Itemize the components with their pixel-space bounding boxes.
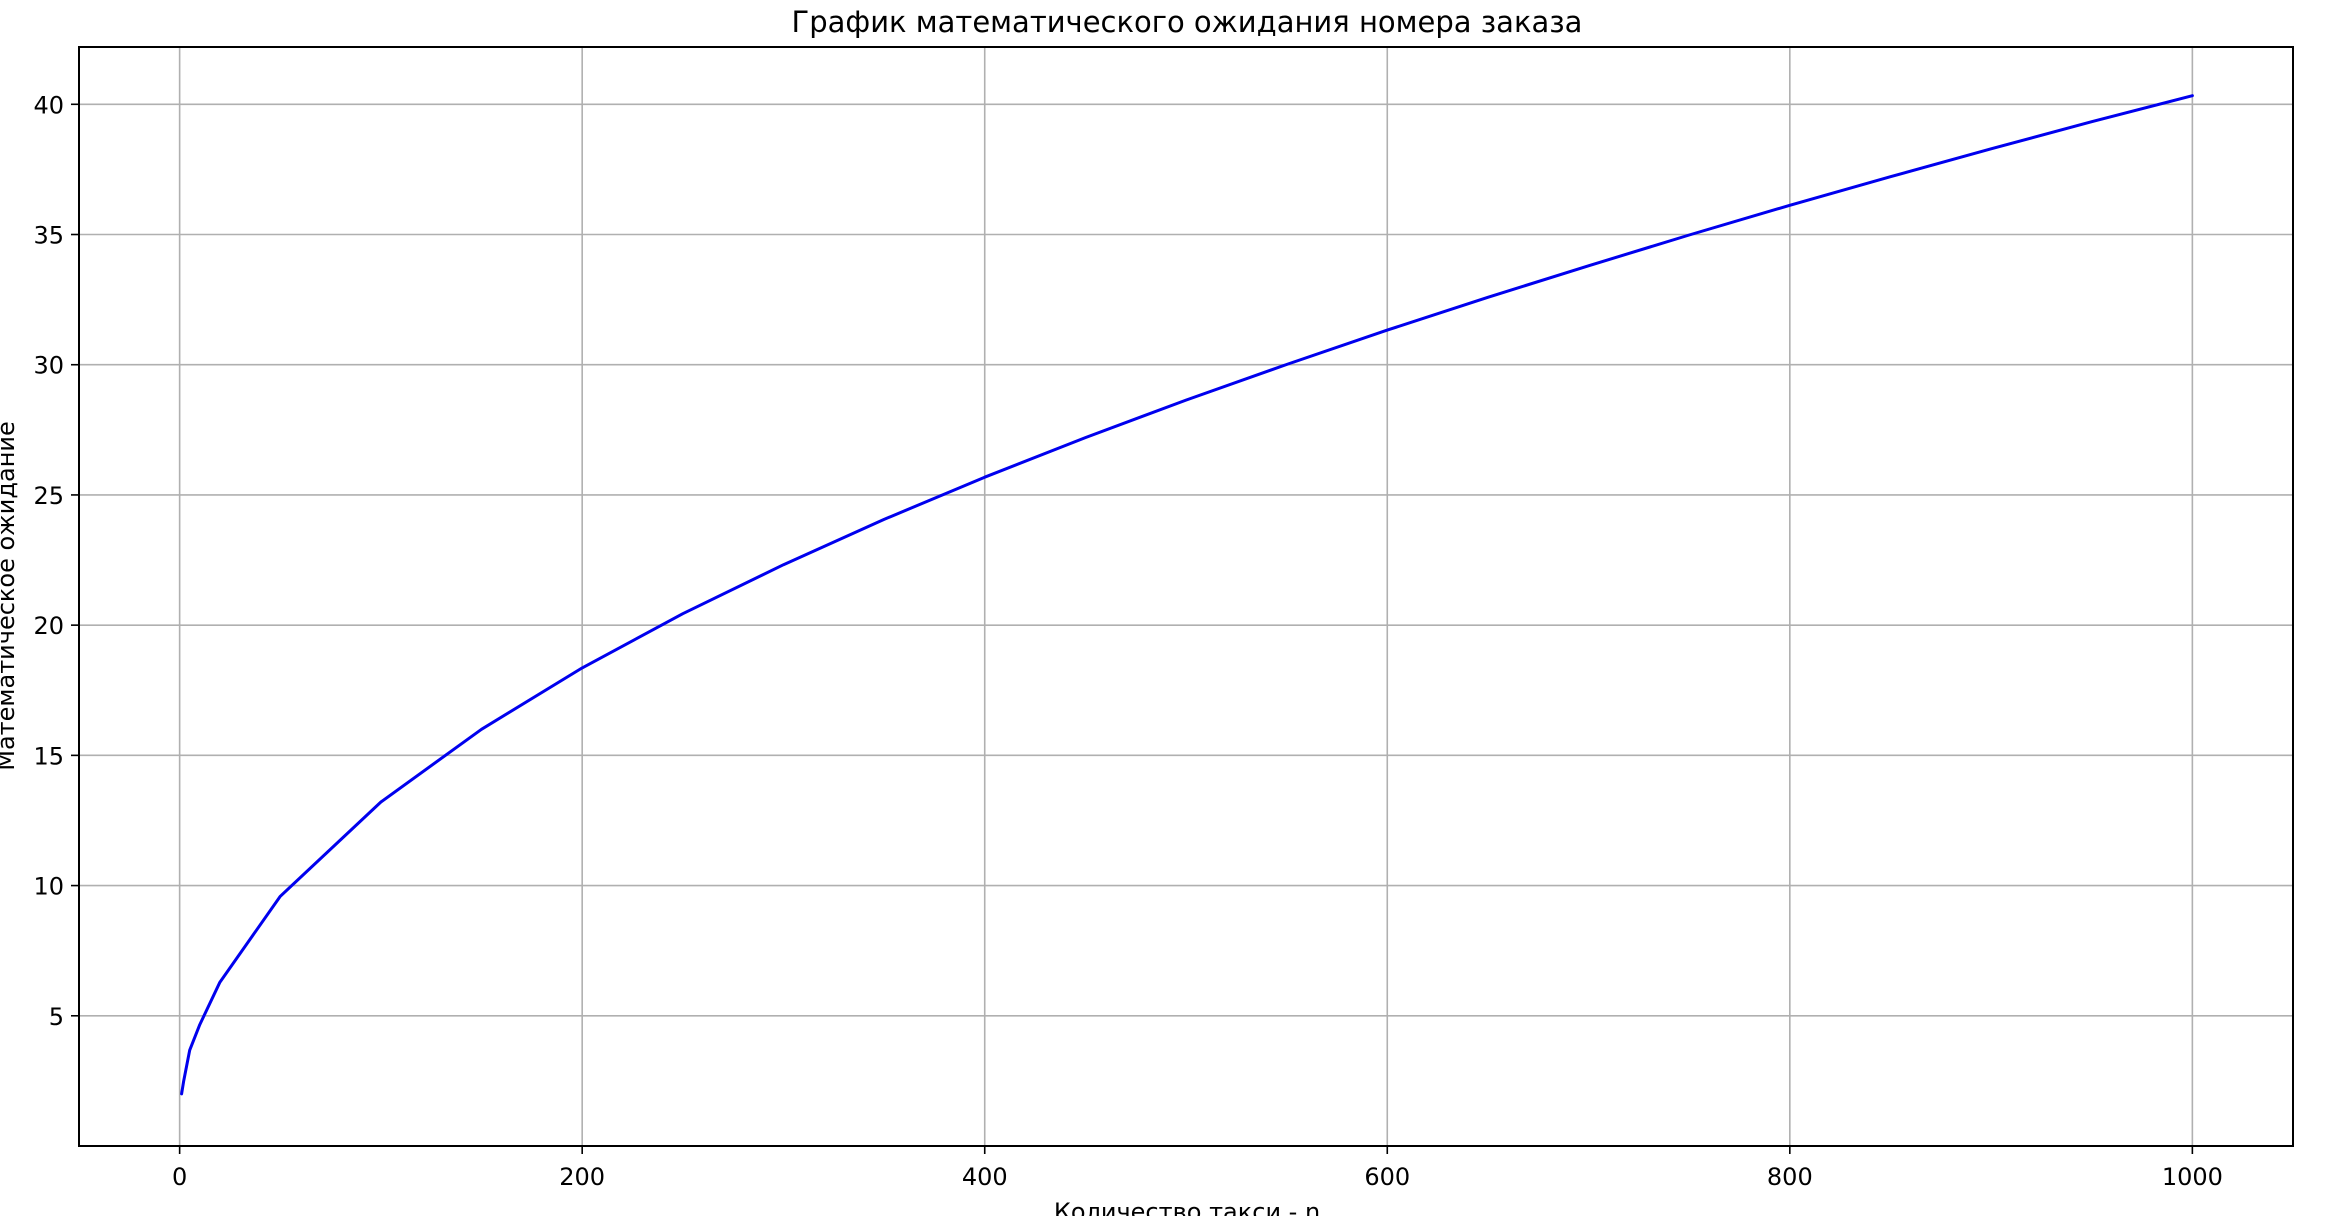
- x-axis-label: Количество такси - n: [1054, 1198, 1320, 1216]
- series-line: [180, 94, 2194, 1096]
- plot-frame: [78, 46, 2294, 1147]
- x-tick-label: 800: [1767, 1163, 1813, 1191]
- x-tick-label: 200: [559, 1163, 605, 1191]
- x-tick-label: 0: [172, 1163, 187, 1191]
- y-axis-label: Математическое ожидание: [0, 421, 20, 771]
- series-layer: [180, 94, 2194, 1096]
- y-axis: 5 10 15 20 25 30 35 40: [33, 91, 79, 1031]
- y-tick-label: 15: [33, 742, 64, 770]
- y-tick-label: 30: [33, 352, 64, 380]
- y-tick-label: 35: [33, 222, 64, 250]
- y-tick-label: 5: [49, 1003, 64, 1031]
- x-tick-label: 600: [1364, 1163, 1410, 1191]
- x-tick-label: 400: [962, 1163, 1008, 1191]
- y-tick-label: 10: [33, 873, 64, 901]
- y-tick-label: 40: [33, 91, 64, 119]
- chart-title: График математического ожидания номера з…: [792, 5, 1583, 39]
- x-axis: 0 200 400 600 800 1000: [172, 1146, 2223, 1191]
- grid: [79, 47, 2293, 1146]
- y-tick-label: 20: [33, 612, 64, 640]
- y-tick-label: 25: [33, 482, 64, 510]
- x-tick-label: 1000: [2162, 1163, 2223, 1191]
